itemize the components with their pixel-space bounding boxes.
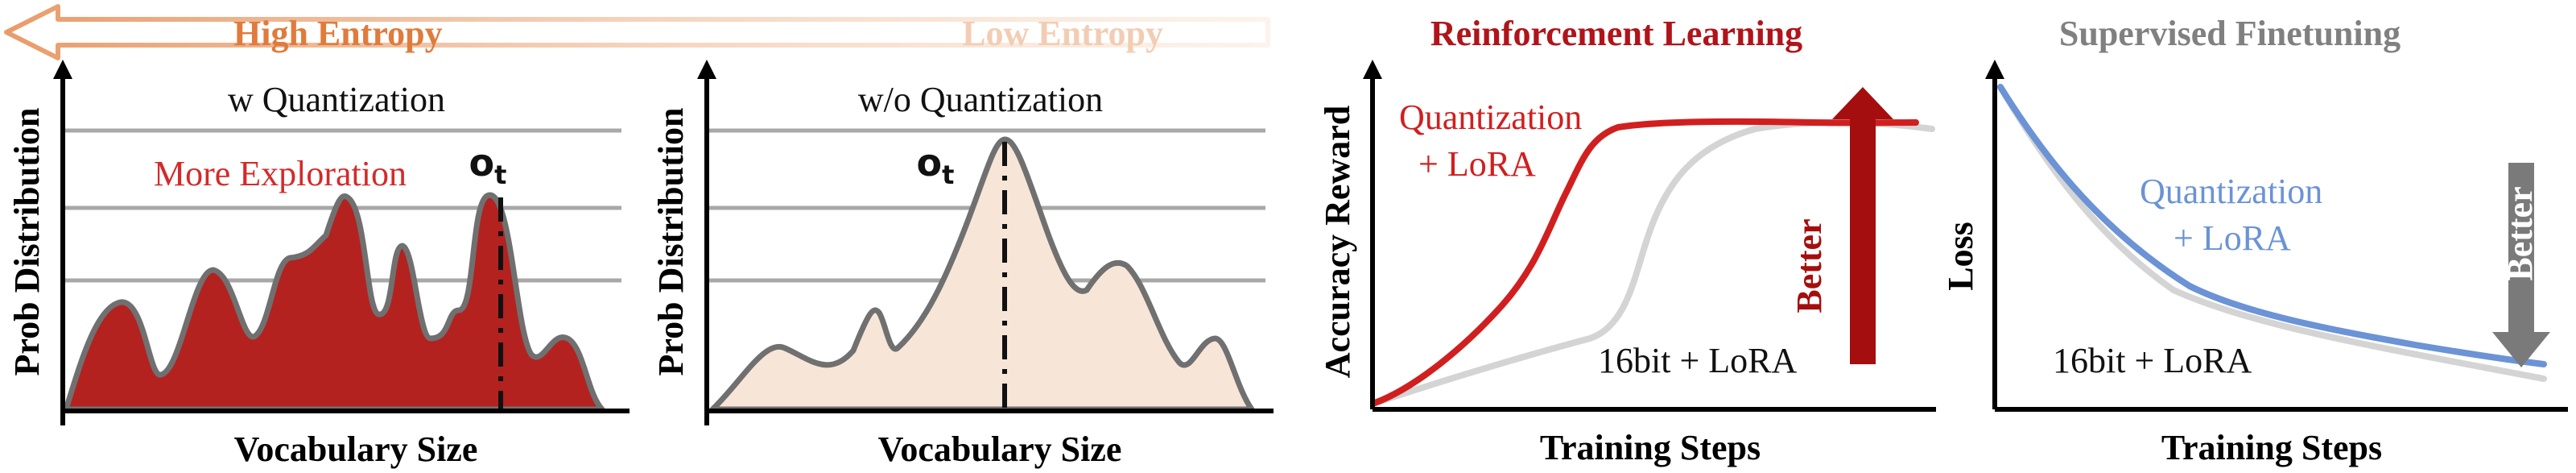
y-axis-arrowhead: [697, 60, 716, 79]
series-quantization-lora: [1997, 84, 2547, 367]
series-label-quantization: Quantization + LoRA: [1399, 98, 1591, 184]
better-label: Better: [2500, 186, 2540, 280]
series-label-quantization: Quantization + LoRA: [2140, 172, 2331, 258]
y-axis-label: Loss: [1941, 222, 1980, 291]
panel-title: Supervised Finetuning: [2059, 14, 2401, 53]
more-exploration-label: More Exploration: [154, 154, 407, 193]
o-t-label: ot: [469, 141, 507, 190]
x-axis-label: Vocabulary Size: [878, 429, 1122, 469]
panel-noquant: w/o Quantization ot Prob Distribution Vo…: [651, 60, 1274, 469]
y-axis-label: Accuracy Reward: [1318, 106, 1357, 378]
better-arrow: [2492, 163, 2550, 367]
panel-quant: w Quantization More Exploration ot Prob …: [7, 60, 630, 469]
panel-title: Reinforcement Learning: [1430, 14, 1802, 53]
series-label-16bit: 16bit + LoRA: [2053, 341, 2252, 380]
y-axis-label: Prob Distribution: [651, 108, 691, 376]
series-quantization-lora: [1372, 118, 1919, 406]
better-arrow: [1832, 87, 1893, 364]
y-axis-arrowhead: [53, 60, 72, 79]
panel-sft: Supervised Finetuning Better Quantizatio…: [1941, 14, 2568, 467]
series-16bit-lora: [1997, 84, 2547, 382]
better-label: Better: [1790, 218, 1829, 313]
panel-rl: Reinforcement Learning Better Quantizati…: [1318, 14, 1936, 467]
y-axis-label: Prob Distribution: [7, 108, 47, 376]
y-axis-arrowhead: [1363, 60, 1382, 79]
o-t-label: ot: [917, 141, 955, 190]
high-entropy-label: High Entropy: [233, 14, 443, 53]
series-label-16bit: 16bit + LoRA: [1598, 341, 1797, 380]
distribution-area: [63, 192, 605, 413]
x-axis-label: Vocabulary Size: [234, 429, 478, 469]
panel-title: w/o Quantization: [858, 80, 1103, 119]
x-axis-label: Training Steps: [1540, 428, 1761, 467]
panel-title: w Quantization: [228, 80, 445, 119]
low-entropy-label: Low Entropy: [962, 14, 1163, 53]
x-axis-label: Training Steps: [2161, 428, 2382, 467]
y-axis-arrowhead: [1985, 60, 2004, 79]
distribution-area: [709, 136, 1255, 413]
entropy-arrow: [4, 4, 1270, 60]
entropy-banner: High Entropy Low Entropy: [4, 4, 1270, 60]
